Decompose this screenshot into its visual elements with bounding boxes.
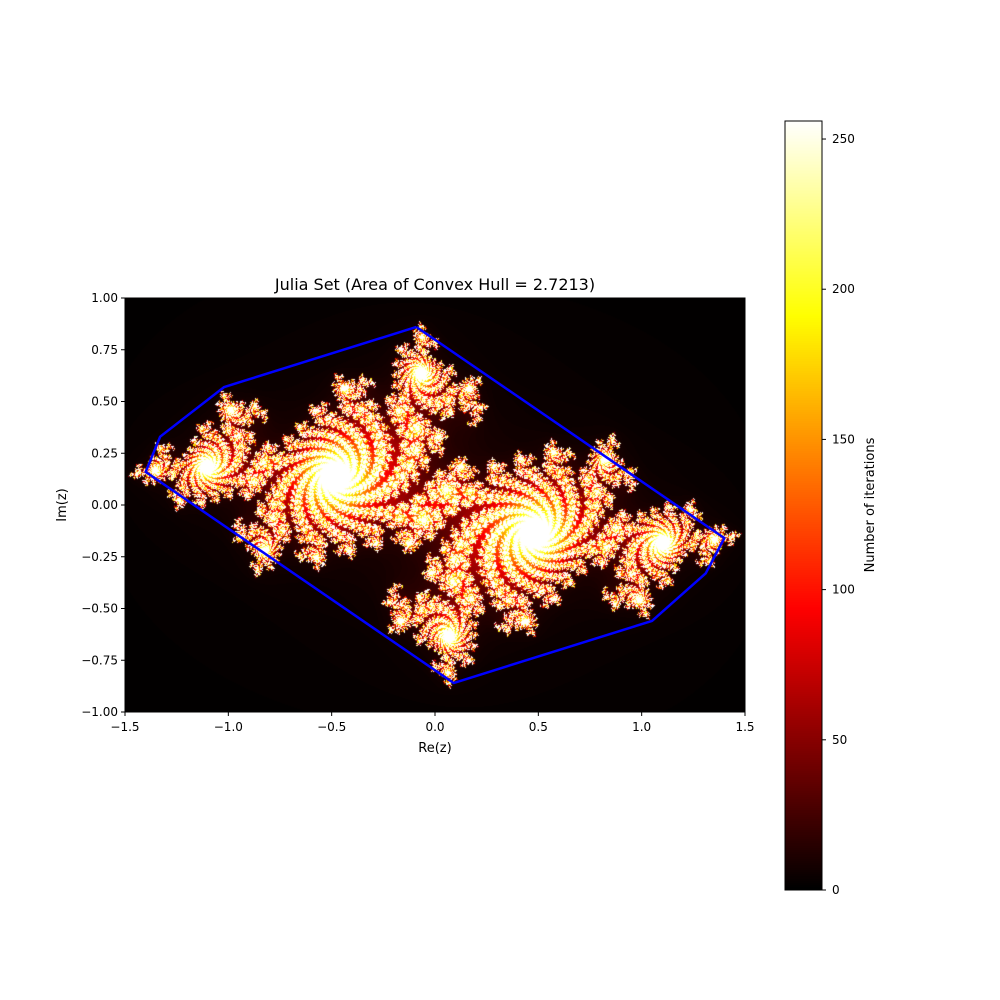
x-tick-label: 0.5	[529, 720, 548, 734]
convex-hull-layer	[144, 325, 726, 685]
colorbar-tick-label: 150	[832, 432, 855, 446]
x-tick-label: −1.0	[214, 720, 243, 734]
y-tick-label: 0.50	[91, 395, 118, 409]
x-tick-label: 1.5	[735, 720, 754, 734]
convex-hull-line	[144, 325, 726, 685]
y-tick-label: 0.00	[91, 498, 118, 512]
x-axis: −1.5 −1.0 −0.5 0.0 0.5 1.0 1.5	[110, 712, 755, 734]
colorbar-frame	[784, 120, 823, 891]
x-tick-label: −0.5	[317, 720, 346, 734]
julia-set-heatmap	[125, 298, 745, 712]
y-tick-label: −0.25	[81, 550, 118, 564]
x-tick-label: −1.5	[110, 720, 139, 734]
y-tick-label: −1.00	[81, 705, 118, 719]
x-tick-label: 0.0	[425, 720, 444, 734]
x-axis-label: Re(z)	[418, 741, 451, 756]
colorbar-tick-label: 50	[832, 733, 847, 747]
colorbar-tick-label: 250	[832, 132, 855, 146]
y-tick-label: −0.75	[81, 653, 118, 667]
colorbar-axis: 0 50 100 150 200 250	[822, 132, 855, 897]
y-axis-label: Im(z)	[55, 488, 70, 521]
y-tick-label: 1.00	[91, 291, 118, 305]
y-tick-label: −0.50	[81, 602, 118, 616]
colorbar-tick-label: 0	[832, 883, 840, 897]
colorbar-gradient	[785, 121, 822, 890]
colorbar-label: Number of iterations	[863, 437, 878, 572]
colorbar-tick-label: 100	[832, 583, 855, 597]
x-tick-label: 1.0	[632, 720, 651, 734]
colorbar-tick-label: 200	[832, 282, 855, 296]
y-tick-label: 0.75	[91, 343, 118, 357]
plot-frame	[124, 297, 746, 713]
y-axis: −1.00 −0.75 −0.50 −0.25 0.00 0.25 0.50 0.75 1.00	[81, 291, 125, 719]
chart-title: Julia Set (Area of Convex Hull = 2.7213)	[274, 275, 595, 294]
y-tick-label: 0.25	[91, 446, 118, 460]
